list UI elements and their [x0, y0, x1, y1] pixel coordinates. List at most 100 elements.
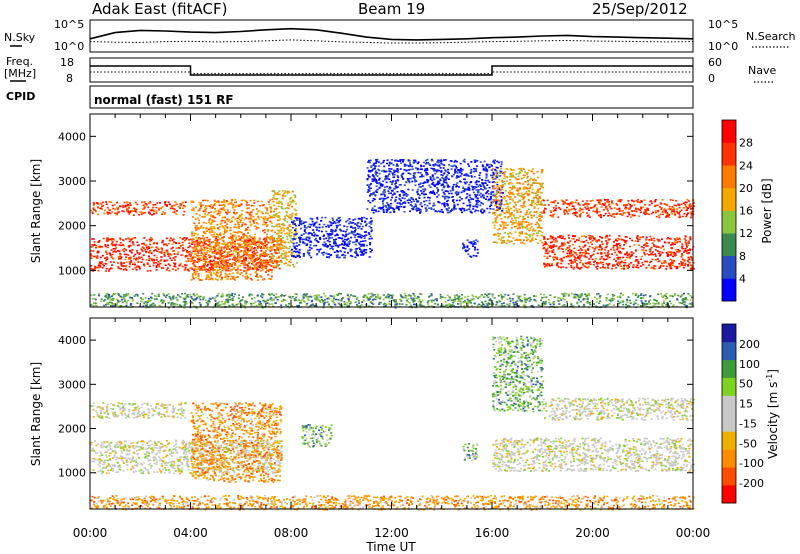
power-cell: [354, 256, 357, 259]
power-cell: [203, 267, 206, 270]
power-cell: [536, 234, 539, 237]
power-cell: [291, 190, 294, 193]
power-cell: [286, 227, 288, 230]
power-cell: [194, 265, 197, 268]
power-cell: [499, 201, 502, 203]
power-cell: [477, 210, 480, 212]
power-cell: [519, 188, 521, 190]
power-cell: [216, 257, 219, 259]
power-cell: [389, 187, 392, 189]
power-cell: [104, 250, 107, 253]
power-cell: [587, 249, 590, 251]
power-cell: [541, 241, 544, 244]
power-cell: [247, 276, 249, 279]
power-cell: [148, 257, 151, 260]
power-cell: [461, 242, 464, 245]
power-cell: [438, 201, 441, 204]
power-cell: [240, 243, 243, 246]
power-cell: [207, 254, 210, 256]
power-cell: [500, 236, 503, 239]
power-cell: [330, 245, 333, 248]
power-cell: [526, 239, 529, 242]
power-cell: [221, 255, 224, 257]
power-cell: [238, 251, 241, 253]
power-cell: [194, 253, 197, 255]
power-cell: [674, 239, 677, 241]
power-cell: [420, 164, 422, 167]
power-cell: [519, 211, 522, 213]
power-cell: [599, 236, 601, 238]
power-cell: [285, 253, 288, 255]
power-cell: [631, 239, 634, 242]
power-cell: [450, 175, 453, 177]
power-cell: [93, 255, 96, 258]
power-cell: [210, 246, 213, 248]
power-cell: [426, 173, 429, 175]
power-cell: [209, 278, 212, 280]
power-cell: [206, 240, 209, 242]
power-cell: [240, 246, 242, 248]
power-cell: [446, 200, 448, 202]
power-cell: [439, 210, 442, 213]
power-cell: [532, 192, 535, 195]
power-cell: [181, 265, 184, 268]
power-cell: [648, 239, 651, 241]
power-cell: [474, 193, 476, 196]
power-cell: [142, 263, 145, 266]
power-cell: [240, 237, 243, 240]
power-cell: [213, 261, 216, 263]
power-cell: [197, 277, 200, 280]
power-cell: [270, 249, 273, 251]
power-cell: [203, 264, 206, 267]
power-cell: [205, 230, 208, 232]
power-cell: [328, 237, 331, 239]
power-cell: [202, 231, 205, 233]
power-cell: [310, 224, 313, 226]
power-cell: [281, 223, 284, 225]
power-cell: [243, 245, 246, 247]
power-cell: [626, 267, 629, 269]
power-cell: [290, 232, 293, 234]
power-cell: [273, 225, 276, 228]
power-cell: [418, 186, 421, 188]
power-cell: [193, 265, 196, 267]
power-cell: [266, 235, 269, 238]
power-cell: [425, 159, 427, 162]
power-cell: [383, 193, 386, 196]
power-cell: [235, 238, 237, 240]
power-cell: [194, 271, 197, 273]
power-cell: [274, 208, 277, 211]
power-cell: [173, 265, 176, 268]
power-cell: [155, 264, 158, 267]
power-cell: [248, 257, 251, 260]
power-cell: [342, 253, 345, 256]
power-cell: [242, 270, 245, 272]
power-cell: [490, 202, 493, 204]
power-cell: [223, 205, 226, 207]
power-cell: [420, 175, 423, 178]
power-cell: [155, 262, 157, 264]
power-cell: [187, 246, 190, 249]
power-cell: [224, 221, 227, 224]
power-cell: [233, 226, 236, 228]
power-cell: [210, 234, 213, 236]
power-cell: [517, 189, 520, 192]
power-cell: [597, 262, 600, 264]
power-cell: [277, 232, 280, 235]
power-cell: [372, 209, 375, 212]
power-cell: [288, 260, 290, 263]
power-cell: [562, 242, 565, 244]
power-cell: [611, 264, 614, 266]
power-cell: [500, 168, 503, 170]
power-cell: [334, 241, 337, 243]
power-cell: [465, 197, 468, 199]
power-cell: [198, 269, 201, 271]
power-cell: [105, 203, 108, 205]
power-cell: [537, 223, 539, 225]
power-cell: [484, 170, 487, 172]
power-cell: [632, 252, 635, 254]
power-cell: [442, 211, 444, 214]
power-cell: [112, 257, 115, 260]
power-cell: [630, 262, 633, 264]
power-cell: [436, 210, 438, 213]
